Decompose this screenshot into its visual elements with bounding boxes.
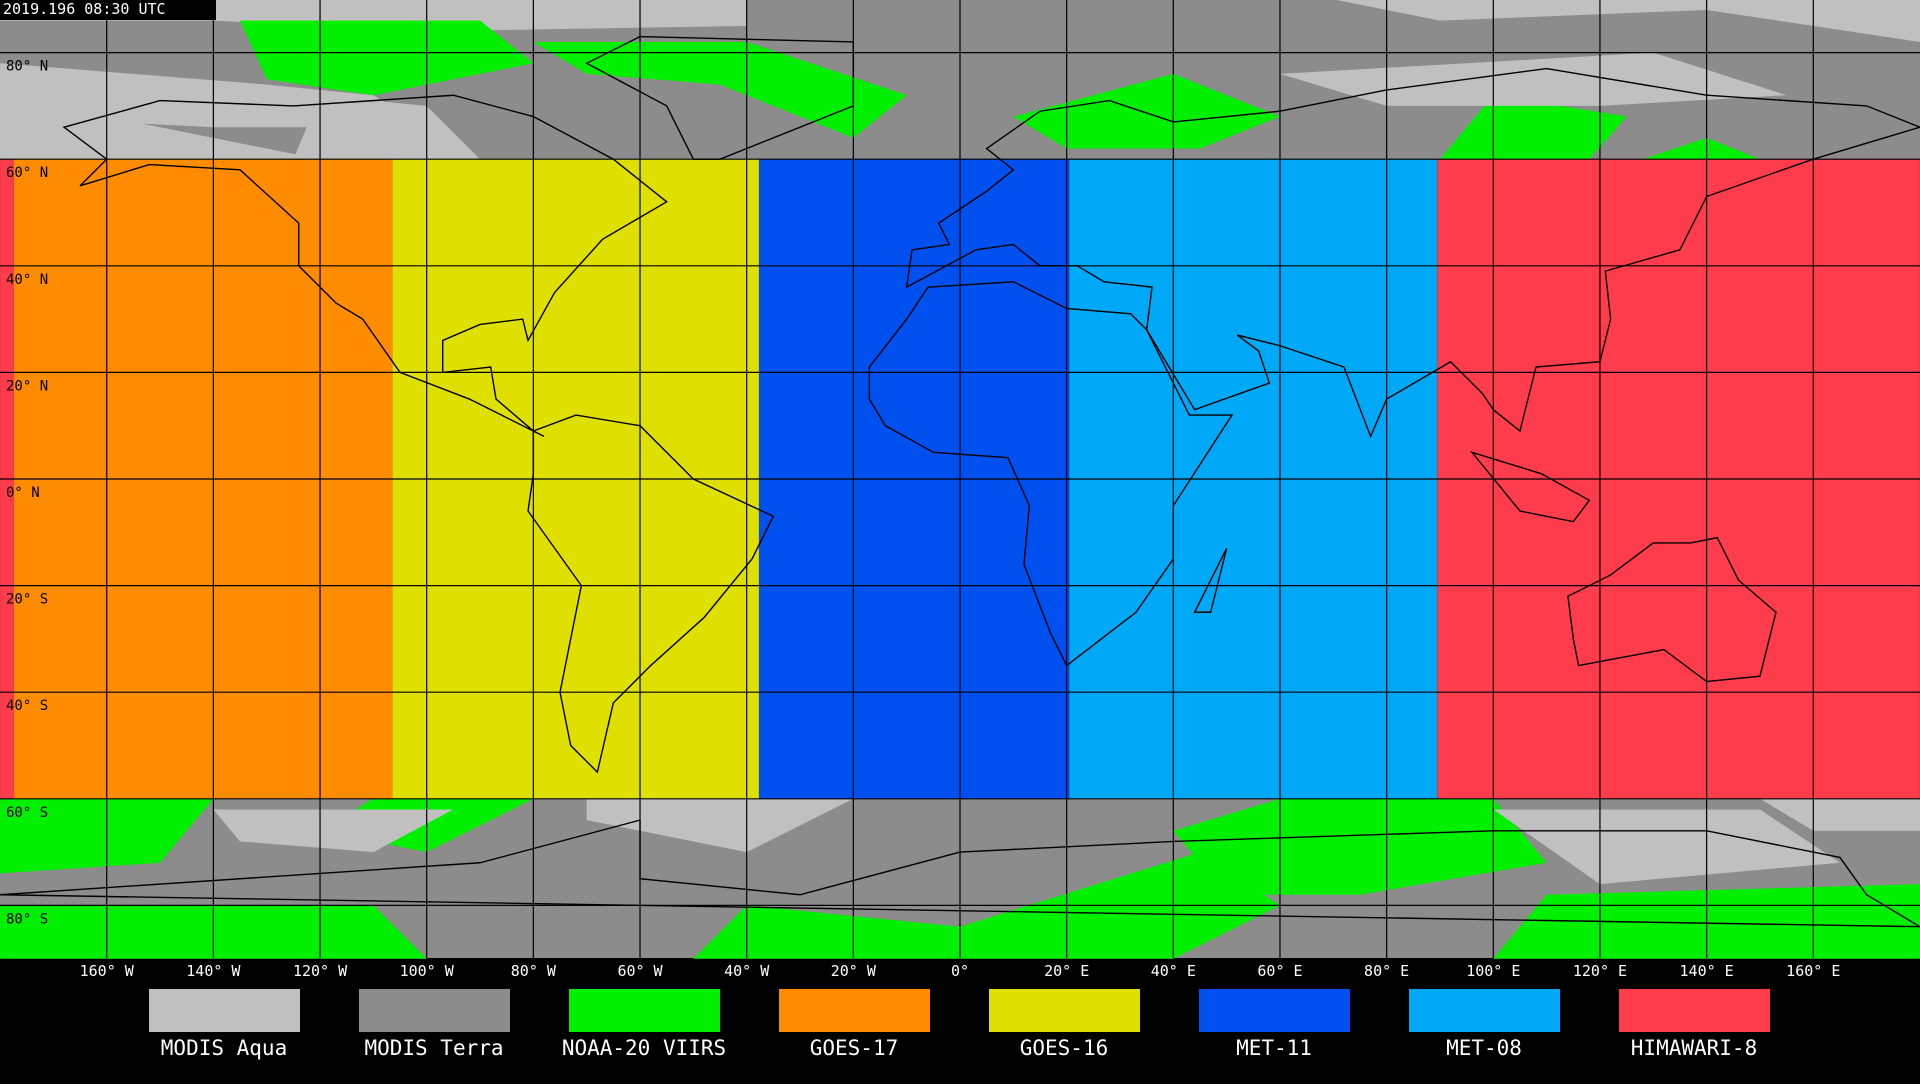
swath [1013, 73, 1280, 149]
latitude-label: 20° N [6, 378, 48, 394]
longitude-label: 20° W [831, 962, 877, 980]
swath [586, 798, 854, 853]
longitude-label: 40° W [724, 962, 770, 980]
legend-swatch [1409, 989, 1560, 1032]
latitude-label: 60° S [6, 805, 48, 821]
longitude-label: 120° E [1573, 962, 1627, 980]
swath [1173, 798, 1547, 895]
legend: MODIS Aqua MODIS Terra NOAA-20 VIIRS GOES-1… [149, 989, 1770, 1060]
swath [533, 41, 907, 138]
latitude-label: 0° N [6, 485, 40, 501]
swath [1493, 809, 1840, 885]
longitude-label: 40° E [1151, 962, 1196, 980]
longitude-label: 120° W [293, 962, 348, 980]
latitude-label: 40° N [6, 272, 48, 288]
longitude-label: 140° W [186, 962, 241, 980]
longitude-label: 60° W [617, 962, 663, 980]
swath [1336, 0, 1920, 42]
legend-label: MET-11 [1236, 1036, 1312, 1060]
legend-label: MODIS Aqua [161, 1036, 287, 1060]
coastline [1193, 547, 1228, 613]
longitude-label: 160° E [1786, 962, 1840, 980]
latitude-label: 40° S [6, 698, 48, 714]
legend-label: MODIS Terra [364, 1036, 503, 1060]
legend-swatch [779, 989, 930, 1032]
legend-swatch [989, 989, 1140, 1032]
swath [1759, 798, 1920, 831]
swath [293, 95, 481, 160]
longitude-label: 0° [951, 962, 969, 980]
legend-swatch [359, 989, 510, 1032]
legend-swatch [1619, 989, 1770, 1032]
legend-label: GOES-16 [1020, 1036, 1109, 1060]
swath [1642, 137, 1760, 160]
timestamp-box [0, 0, 216, 20]
longitude-label: 100° W [400, 962, 455, 980]
legend-label: NOAA-20 VIIRS [562, 1036, 726, 1060]
longitude-label: 100° E [1466, 962, 1520, 980]
swath [1279, 52, 1787, 106]
legend-swatch [149, 989, 300, 1032]
coastline [1469, 450, 1591, 523]
longitude-label: 160° W [80, 962, 135, 980]
longitude-label: 20° E [1044, 962, 1089, 980]
longitude-label: 80° W [511, 962, 557, 980]
swath [693, 852, 1280, 959]
timestamp: 2019.196 08:30 UTC [3, 0, 166, 18]
graticule [0, 51, 1920, 907]
longitude-label: 60° E [1257, 962, 1302, 980]
coastline [527, 414, 775, 774]
axis-labels: 80° N 60° N 40° N 20° N 0° N 20° S 40° S 60° S 8… [6, 59, 1840, 980]
swath [0, 95, 321, 160]
legend-label: HIMAWARI-8 [1631, 1036, 1757, 1060]
legend-swatch [1199, 989, 1350, 1032]
coastline [1567, 536, 1777, 683]
latitude-label: 80° N [6, 59, 48, 75]
swath [240, 20, 534, 96]
legend-swatch [569, 989, 720, 1032]
swath [213, 809, 454, 853]
coastline [62, 94, 668, 437]
legend-label: MET-08 [1446, 1036, 1522, 1060]
longitude-label: 80° E [1364, 962, 1409, 980]
latitude-label: 80° S [6, 911, 48, 927]
latitude-label: 20° S [6, 592, 48, 608]
latitude-label: 60° N [6, 165, 48, 181]
longitude-label: 140° E [1680, 962, 1734, 980]
swath [1439, 95, 1627, 160]
legend-label: GOES-17 [810, 1036, 899, 1060]
